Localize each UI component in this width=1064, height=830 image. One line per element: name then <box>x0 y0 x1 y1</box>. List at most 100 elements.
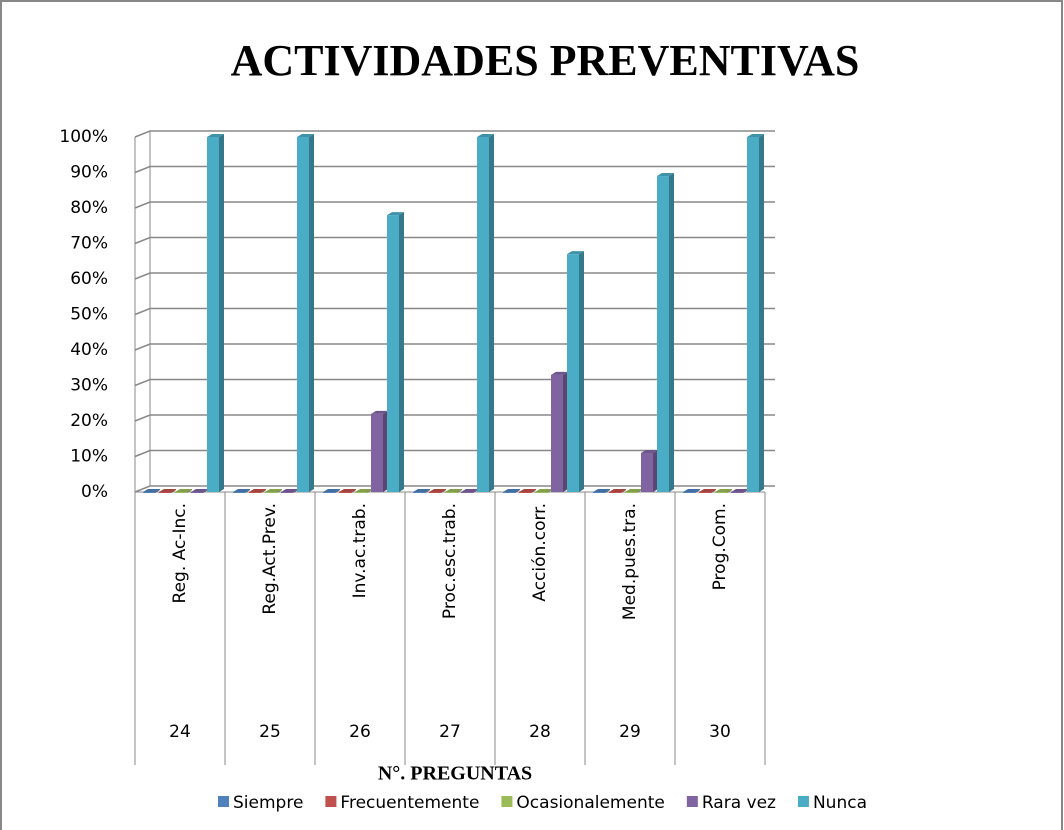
bar-top <box>413 489 430 492</box>
bar-top <box>175 489 192 492</box>
bar-top <box>461 489 478 492</box>
bar-side <box>245 489 250 493</box>
bar <box>445 492 457 493</box>
legend-label: Nunca <box>813 793 867 813</box>
bar-side <box>711 489 716 493</box>
grid-line <box>134 307 775 316</box>
bar-top <box>265 489 282 492</box>
bar-side <box>743 489 748 493</box>
bar <box>551 374 563 492</box>
bar <box>249 492 261 493</box>
bar <box>503 492 515 493</box>
bar-side <box>759 134 764 492</box>
x-tick-label: Reg. Ac-Inc. <box>170 503 190 603</box>
y-tick-label: 90% <box>70 163 108 183</box>
bar <box>715 492 727 493</box>
bar-side <box>669 173 674 493</box>
bar-side <box>653 449 658 492</box>
bar <box>609 492 621 493</box>
bar <box>233 492 245 493</box>
legend-marker <box>797 796 809 807</box>
bar-top <box>429 489 446 492</box>
x-group-label: 28 <box>529 722 551 742</box>
legend-label: Siempre <box>233 793 303 813</box>
bar-side <box>293 489 298 493</box>
bar <box>159 492 171 493</box>
bar-side <box>203 489 208 493</box>
bar <box>297 137 309 492</box>
bar-top <box>477 134 494 137</box>
bar-side <box>621 489 626 493</box>
bar-side <box>547 489 552 493</box>
bar-top <box>535 489 552 492</box>
bar-top <box>731 489 748 492</box>
bar-top <box>143 489 160 492</box>
bar-side <box>425 489 430 493</box>
legend-label: Rara vez <box>702 793 776 813</box>
grid-line <box>134 343 775 351</box>
bar <box>265 492 277 493</box>
bar-side <box>727 489 732 493</box>
grid-line <box>134 272 775 280</box>
legend-label: Ocasionalemente <box>516 793 664 813</box>
bar-top <box>339 489 356 492</box>
bar <box>387 215 399 492</box>
bar-side <box>383 410 388 492</box>
bar <box>699 492 711 493</box>
bar <box>191 492 203 493</box>
chart-title: ACTIVIDADES PREVENTIVAS <box>231 36 860 85</box>
bar-top <box>567 251 584 255</box>
bar-side <box>531 489 536 493</box>
bar-top <box>159 489 176 492</box>
y-tick-label: 70% <box>70 234 108 254</box>
bar-top <box>641 449 658 453</box>
y-tick-label: 60% <box>70 269 108 289</box>
bar-top <box>445 489 462 492</box>
bar <box>683 492 695 493</box>
x-group-label: 30 <box>709 722 731 742</box>
bar-side <box>637 489 642 493</box>
bar-side <box>605 489 610 493</box>
bar <box>567 254 579 492</box>
bar-top <box>191 489 208 492</box>
bar-side <box>335 489 340 493</box>
bar-side <box>309 134 314 492</box>
legend-marker <box>501 796 513 807</box>
bar-side <box>473 489 478 493</box>
y-tick-label: 40% <box>70 340 108 360</box>
bar <box>323 492 335 493</box>
bar-top <box>747 134 764 137</box>
bar <box>413 492 425 493</box>
legend-marker <box>218 796 229 807</box>
bar-top <box>207 134 224 137</box>
bar <box>339 492 351 493</box>
bar-top <box>297 134 314 137</box>
x-group-label: 27 <box>439 722 461 742</box>
bar-top <box>609 489 626 492</box>
bar-top <box>387 212 404 216</box>
bar <box>429 492 441 493</box>
bar-top <box>249 489 266 492</box>
bar-side <box>351 489 356 493</box>
bar-side <box>441 489 446 493</box>
bar <box>477 137 489 492</box>
bar <box>641 452 653 492</box>
bar <box>355 492 367 493</box>
bar-side <box>563 371 568 492</box>
bar <box>519 492 531 493</box>
x-group-label: 25 <box>259 722 281 742</box>
x-tick-label: Proc.esc.trab. <box>440 503 460 619</box>
bar-top <box>683 489 700 492</box>
bar-side <box>579 251 584 492</box>
bar-side <box>489 134 494 492</box>
legend-label: Frecuentemente <box>340 793 479 813</box>
x-group-label: 26 <box>349 722 371 742</box>
bar <box>175 492 187 493</box>
bar-top <box>233 489 250 492</box>
bar-side <box>367 489 372 493</box>
y-tick-label: 100% <box>59 127 108 147</box>
bar <box>461 492 473 493</box>
grid-line <box>134 165 775 174</box>
grid-line <box>134 130 775 138</box>
